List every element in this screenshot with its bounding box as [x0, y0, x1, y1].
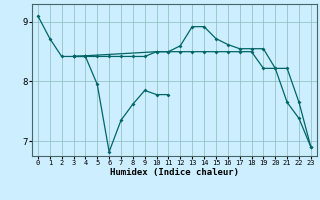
X-axis label: Humidex (Indice chaleur): Humidex (Indice chaleur) [110, 168, 239, 177]
